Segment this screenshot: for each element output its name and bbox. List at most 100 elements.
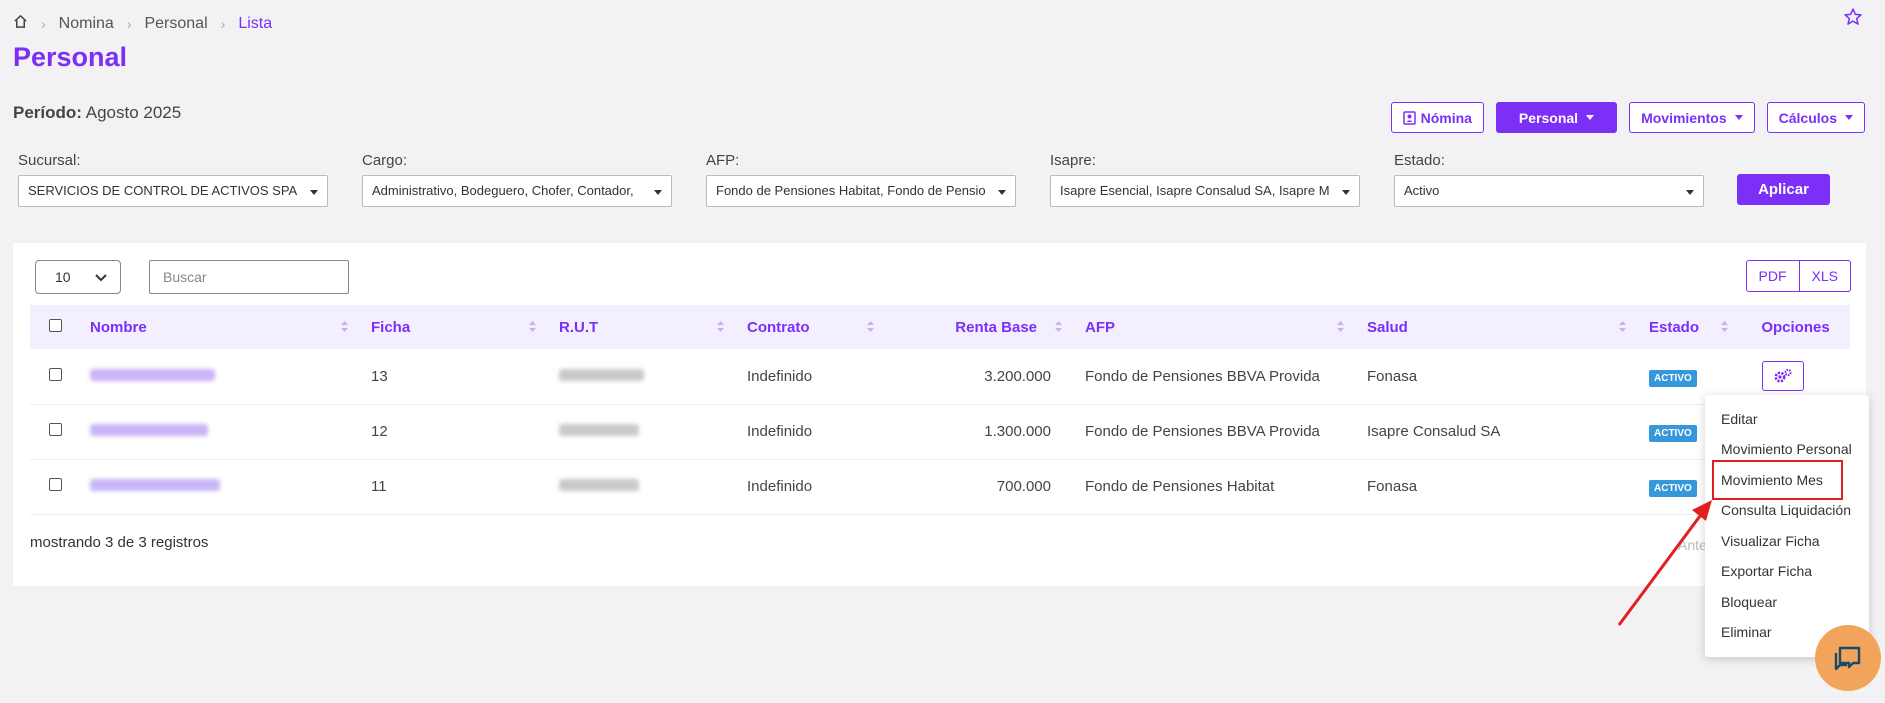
menu-item-consulta-liquidacion[interactable]: Consulta Liquidación [1721,502,1851,518]
xls-button[interactable]: XLS [1799,260,1851,292]
row-checkbox[interactable] [48,423,62,436]
filter-label: Cargo: [362,152,408,169]
contrato-cell: Indefinido [737,404,887,460]
row-checkbox[interactable] [48,478,62,491]
estado-select[interactable]: Activo [1394,175,1704,207]
filter-label: Isapre: [1050,152,1096,169]
chat-widget-button[interactable] [1815,625,1881,691]
column-label: Opciones [1761,318,1830,336]
menu-item-exportar-ficha[interactable]: Exportar Ficha [1721,563,1813,579]
nombre-cell[interactable] [80,459,361,515]
filter-sucursal: Sucursal: SERVICIOS DE CONTROL DE ACTIVO… [18,152,328,207]
column-header-rut[interactable]: R.U.T [549,305,737,349]
row-checkbox[interactable] [48,367,62,381]
calculos-button-label: Cálculos [1778,109,1837,126]
filter-isapre: Isapre: Isapre Esencial, Isapre Consalud… [1050,152,1360,207]
periodo-value: Agosto 2025 [85,103,182,122]
caret-down-icon [1845,115,1853,120]
caret-down-icon [1342,190,1350,195]
breadcrumb-separator: › [126,16,132,32]
afp-cell: Fondo de Pensiones BBVA Provida [1075,404,1357,460]
select-value: Activo [1404,183,1440,198]
salud-cell: Fonasa [1357,459,1639,515]
column-header-estado[interactable]: Estado [1639,305,1741,349]
sort-icon [717,321,724,332]
menu-item-visualizar-ficha[interactable]: Visualizar Ficha [1721,533,1820,549]
periodo-display: Período: Agosto 2025 [13,103,181,123]
nomina-button[interactable]: Nómina [1390,102,1484,133]
filter-afp: AFP: Fondo de Pensiones Habitat, Fondo d… [706,152,1016,207]
home-icon[interactable] [13,14,28,34]
calculos-dropdown-button[interactable]: Cálculos [1766,102,1865,133]
redacted-rut [559,479,639,491]
personal-dropdown-button[interactable]: Personal [1495,102,1618,133]
breadcrumb-item-nomina[interactable]: Nomina [58,15,114,32]
pdf-button[interactable]: PDF [1745,260,1800,292]
chevron-down-icon [95,274,107,282]
redacted-rut [559,368,644,381]
column-header-afp[interactable]: AFP [1075,305,1357,349]
sucursal-select[interactable]: SERVICIOS DE CONTROL DE ACTIVOS SPA [18,175,328,207]
row-options-button[interactable] [1762,361,1804,392]
column-label: Estado [1649,318,1700,336]
nomina-button-label: Nómina [1420,109,1472,126]
sort-icon [867,321,874,332]
row-select-cell [30,404,80,460]
page-size-select[interactable]: 10 [35,260,121,294]
column-header-ficha[interactable]: Ficha [361,305,549,349]
menu-item-movimiento-mes[interactable]: Movimiento Mes [1721,472,1823,488]
column-label: Nombre [90,318,147,336]
column-header-salud[interactable]: Salud [1357,305,1639,349]
personal-table-card: 10 Buscar PDF XLS Nombre Ficha R.U.T Con… [13,243,1866,586]
personal-table: Nombre Ficha R.U.T Contrato Renta Base A… [30,305,1850,515]
menu-item-movimiento-personal[interactable]: Movimiento Personal [1721,441,1852,457]
contrato-cell: Indefinido [737,459,887,515]
filter-label: Estado: [1394,152,1445,169]
ficha-cell: 11 [361,459,549,515]
cargo-select[interactable]: Administrativo, Bodeguero, Chofer, Conta… [362,175,672,207]
movimientos-dropdown-button[interactable]: Movimientos [1629,102,1755,133]
column-label: R.U.T [559,318,599,336]
periodo-label: Período: [13,103,82,122]
isapre-select[interactable]: Isapre Esencial, Isapre Consalud SA, Isa… [1050,175,1360,207]
filter-estado: Estado: Activo [1394,152,1704,207]
page-size-value: 10 [55,269,71,285]
redacted-name[interactable] [90,368,215,381]
sort-icon [1055,321,1062,332]
redacted-name[interactable] [90,479,220,491]
column-header-contrato[interactable]: Contrato [737,305,887,349]
afp-select[interactable]: Fondo de Pensiones Habitat, Fondo de Pen… [706,175,1016,207]
breadcrumb-item-personal[interactable]: Personal [144,15,208,32]
column-label: AFP [1085,318,1115,336]
menu-item-eliminar[interactable]: Eliminar [1721,624,1772,640]
breadcrumb-separator: › [220,16,226,32]
caret-down-icon [654,190,662,195]
search-input[interactable]: Buscar [149,260,349,294]
rut-cell [549,349,737,405]
salud-cell: Isapre Consalud SA [1357,404,1639,460]
afp-cell: Fondo de Pensiones Habitat [1075,459,1357,515]
select-all-checkbox[interactable] [48,318,62,332]
breadcrumb-item-lista: Lista [238,15,273,32]
redacted-name[interactable] [90,424,208,436]
caret-down-icon [310,190,318,195]
sort-icon [529,321,536,332]
column-label: Contrato [747,318,810,336]
select-all-header [30,305,80,349]
pagination-previous[interactable]: Ante [1678,537,1707,553]
gears-icon [1774,369,1792,383]
menu-item-bloquear[interactable]: Bloquear [1721,594,1778,610]
column-label: Renta Base [955,318,1037,336]
rut-cell [549,404,737,460]
export-group: PDF XLS [1745,260,1851,292]
personal-button-label: Personal [1518,109,1579,126]
status-badge: ACTIVO [1649,425,1697,442]
apply-button[interactable]: Aplicar [1737,174,1830,205]
column-header-nombre[interactable]: Nombre [80,305,361,349]
filter-cargo: Cargo: Administrativo, Bodeguero, Chofer… [362,152,672,207]
menu-item-editar[interactable]: Editar [1721,411,1758,427]
nombre-cell[interactable] [80,404,361,460]
column-header-renta-base[interactable]: Renta Base [887,305,1075,349]
favorite-star-icon[interactable] [1843,7,1863,32]
nombre-cell[interactable] [80,349,361,405]
